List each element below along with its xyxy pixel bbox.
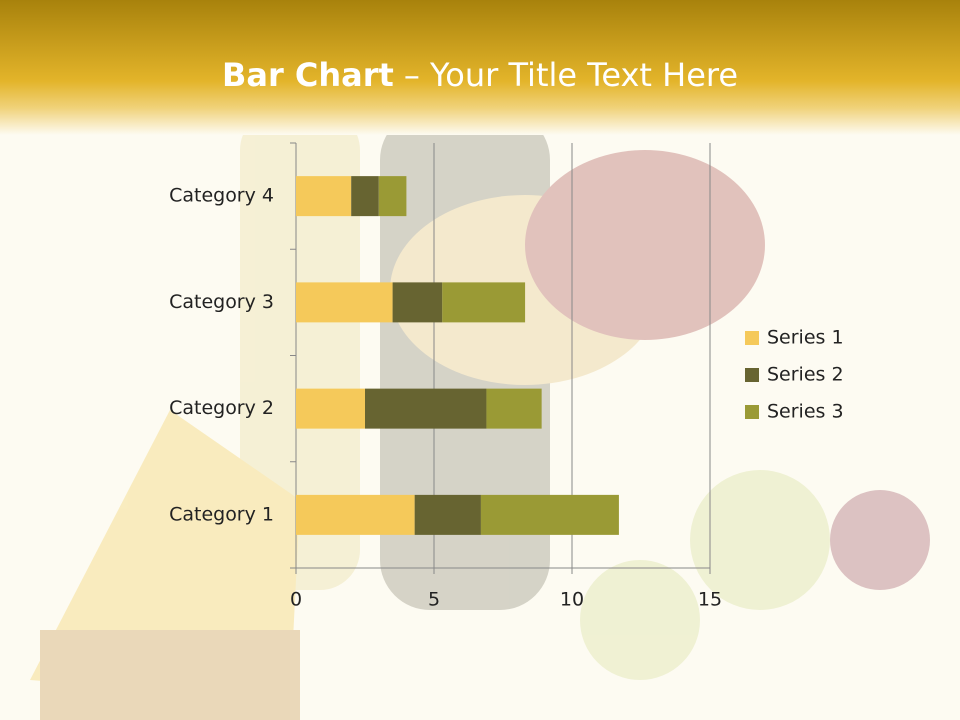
legend-swatch [745, 331, 759, 345]
bar-segment [442, 282, 526, 323]
y-tick-label: Category 2 [169, 397, 274, 419]
y-tick-label: Category 3 [169, 291, 274, 313]
legend-label: Series 3 [767, 401, 844, 423]
bar-segment [296, 388, 365, 429]
x-tick-label: 0 [290, 589, 302, 611]
bar-segment [351, 176, 379, 217]
background-image [30, 110, 930, 720]
legend-label: Series 2 [767, 364, 844, 386]
bar-segment [365, 388, 487, 429]
title-rest: – Your Title Text Here [404, 56, 738, 94]
slide-title: Bar Chart – Your Title Text Here [222, 56, 738, 94]
legend-swatch [745, 368, 759, 382]
bar-segment [486, 388, 542, 429]
bar-segment [480, 494, 619, 535]
bar-segment [414, 494, 481, 535]
title-bold: Bar Chart [222, 56, 394, 94]
legend-label: Series 1 [767, 327, 844, 349]
x-tick-label: 10 [560, 589, 584, 611]
y-tick-label: Category 4 [169, 185, 274, 207]
header [0, 0, 960, 135]
legend-swatch [745, 405, 759, 419]
x-tick-label: 15 [698, 589, 722, 611]
bar-segment [296, 282, 393, 323]
bar-segment [296, 494, 415, 535]
bar-segment [392, 282, 443, 323]
x-tick-label: 5 [428, 589, 440, 611]
bar-segment [378, 176, 407, 217]
bar-segment [296, 176, 352, 217]
y-tick-label: Category 1 [169, 503, 274, 525]
